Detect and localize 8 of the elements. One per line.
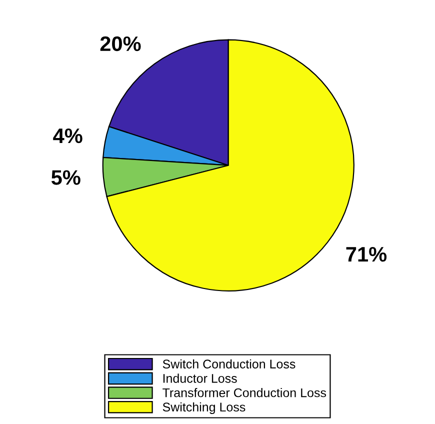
- data-label: 71%: [346, 247, 387, 262]
- legend-label: Inductor Loss: [163, 374, 237, 383]
- data-label: 4%: [53, 128, 82, 144]
- data-label: 5%: [51, 170, 80, 185]
- legend-label: Switching Loss: [162, 402, 246, 414]
- legend-label: Transformer Conduction Loss: [162, 388, 326, 398]
- data-label: 20%: [100, 36, 141, 52]
- legend-label: Switch Conduction Loss: [162, 359, 296, 368]
